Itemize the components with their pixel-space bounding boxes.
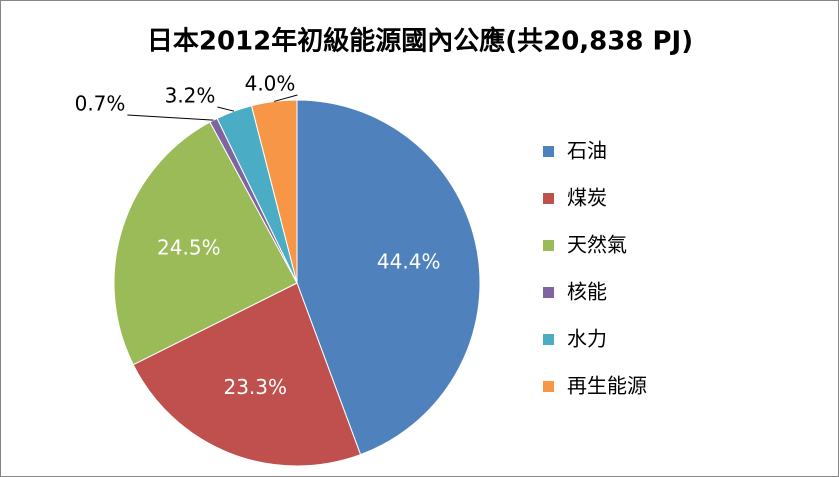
pie-slice — [296, 99, 481, 456]
pie-slice — [113, 121, 298, 366]
legend-swatch — [543, 381, 554, 392]
data-label: 24.5% — [157, 235, 221, 259]
leader-line — [127, 114, 214, 121]
leader-line — [273, 94, 298, 102]
data-label: 44.4% — [377, 249, 441, 273]
pie-slice — [250, 99, 298, 284]
leader-line — [217, 106, 235, 112]
data-label: 3.2% — [165, 84, 216, 108]
data-label: 0.7% — [75, 92, 126, 116]
legend-label: 核能 — [567, 280, 607, 304]
legend-swatch — [543, 240, 554, 251]
data-label: 4.0% — [245, 72, 296, 96]
chart-title: 日本2012年初級能源國內公應(共20,838 PJ) — [147, 26, 693, 57]
legend-label: 天然氣 — [567, 233, 627, 257]
legend-label: 再生能源 — [567, 374, 647, 398]
legend-swatch — [543, 287, 554, 298]
data-label: 23.3% — [223, 375, 287, 399]
pie-slice — [132, 282, 362, 467]
legend-swatch — [543, 193, 554, 204]
legend-label: 水力 — [567, 327, 607, 351]
legend-label: 煤炭 — [567, 186, 607, 210]
legend-swatch — [543, 334, 554, 345]
legend-swatch — [543, 146, 554, 157]
legend-label: 石油 — [567, 139, 607, 163]
